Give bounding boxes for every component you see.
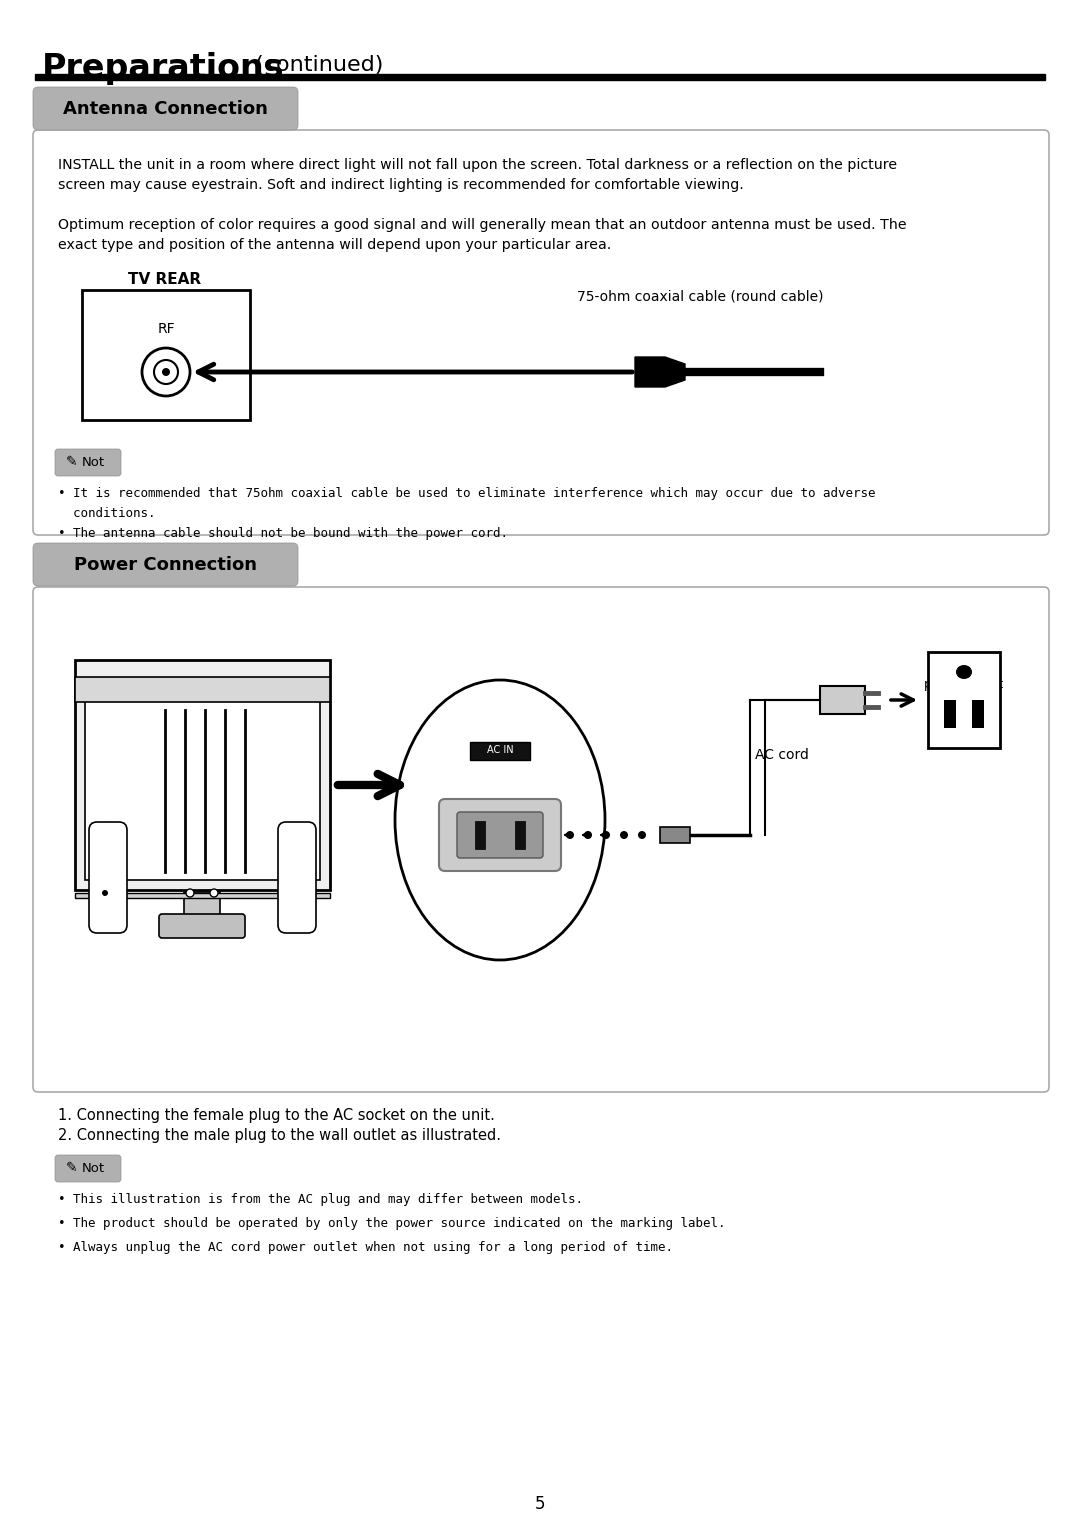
Text: • Always unplug the AC cord power outlet when not using for a long period of tim: • Always unplug the AC cord power outlet… bbox=[58, 1241, 673, 1254]
Circle shape bbox=[638, 831, 646, 838]
FancyBboxPatch shape bbox=[55, 1154, 121, 1182]
FancyBboxPatch shape bbox=[278, 822, 316, 933]
Text: RF: RF bbox=[158, 322, 175, 336]
Text: ✎: ✎ bbox=[66, 455, 78, 469]
FancyBboxPatch shape bbox=[33, 130, 1049, 534]
Ellipse shape bbox=[395, 680, 605, 960]
FancyBboxPatch shape bbox=[55, 449, 121, 476]
Text: TV REAR: TV REAR bbox=[129, 272, 202, 287]
Polygon shape bbox=[635, 357, 685, 386]
Bar bbox=[820, 686, 865, 715]
Text: Preparations: Preparations bbox=[42, 52, 285, 86]
Text: Household
power outlet: Household power outlet bbox=[924, 663, 1003, 692]
Circle shape bbox=[602, 831, 610, 838]
Text: ✎: ✎ bbox=[66, 1162, 78, 1176]
Text: Optimum reception of color requires a good signal and will generally mean that a: Optimum reception of color requires a go… bbox=[58, 218, 906, 252]
Bar bbox=[75, 660, 330, 890]
Circle shape bbox=[154, 360, 178, 383]
Text: Not: Not bbox=[82, 1162, 105, 1174]
Bar bbox=[944, 699, 956, 728]
Bar bbox=[184, 892, 220, 919]
Text: AC cord: AC cord bbox=[755, 748, 809, 762]
Circle shape bbox=[162, 368, 170, 376]
FancyBboxPatch shape bbox=[33, 87, 298, 130]
Bar bbox=[928, 652, 1000, 748]
Text: • It is recommended that 75ohm coaxial cable be used to eliminate interference w: • It is recommended that 75ohm coaxial c… bbox=[58, 487, 876, 521]
Text: • The product should be operated by only the power source indicated on the marki: • The product should be operated by only… bbox=[58, 1217, 726, 1231]
Text: Power Connection: Power Connection bbox=[75, 556, 257, 574]
FancyBboxPatch shape bbox=[438, 799, 561, 870]
Bar bbox=[75, 893, 330, 898]
Bar bbox=[972, 699, 984, 728]
Bar bbox=[660, 828, 690, 843]
Text: (continued): (continued) bbox=[248, 55, 383, 75]
Text: AC IN: AC IN bbox=[487, 745, 513, 754]
Bar bbox=[470, 742, 530, 760]
Circle shape bbox=[102, 890, 108, 896]
FancyBboxPatch shape bbox=[89, 822, 127, 933]
FancyBboxPatch shape bbox=[33, 586, 1049, 1092]
Bar bbox=[35, 73, 1045, 79]
Bar bbox=[85, 695, 320, 880]
Text: 1. Connecting the female plug to the AC socket on the unit.: 1. Connecting the female plug to the AC … bbox=[58, 1109, 495, 1122]
Text: • This illustration is from the AC plug and may differ between models.: • This illustration is from the AC plug … bbox=[58, 1193, 583, 1206]
Bar bbox=[475, 822, 485, 849]
Text: Antenna Connection: Antenna Connection bbox=[63, 99, 268, 118]
Ellipse shape bbox=[956, 664, 972, 680]
Text: 5: 5 bbox=[535, 1495, 545, 1513]
Circle shape bbox=[584, 831, 592, 838]
Bar bbox=[515, 822, 525, 849]
Circle shape bbox=[186, 889, 194, 896]
FancyBboxPatch shape bbox=[457, 812, 543, 858]
FancyBboxPatch shape bbox=[33, 544, 298, 586]
Bar bbox=[75, 676, 330, 702]
Circle shape bbox=[210, 889, 218, 896]
Text: INSTALL the unit in a room where direct light will not fall upon the screen. Tot: INSTALL the unit in a room where direct … bbox=[58, 157, 897, 192]
Text: 2. Connecting the male plug to the wall outlet as illustrated.: 2. Connecting the male plug to the wall … bbox=[58, 1128, 501, 1144]
FancyBboxPatch shape bbox=[159, 915, 245, 938]
Circle shape bbox=[141, 348, 190, 395]
Text: 75-ohm coaxial cable (round cable): 75-ohm coaxial cable (round cable) bbox=[577, 290, 823, 304]
Bar bbox=[82, 290, 249, 420]
Text: Not: Not bbox=[82, 457, 105, 469]
Text: • The antenna cable should not be bound with the power cord.: • The antenna cable should not be bound … bbox=[58, 527, 508, 541]
Circle shape bbox=[620, 831, 627, 838]
Circle shape bbox=[566, 831, 573, 838]
